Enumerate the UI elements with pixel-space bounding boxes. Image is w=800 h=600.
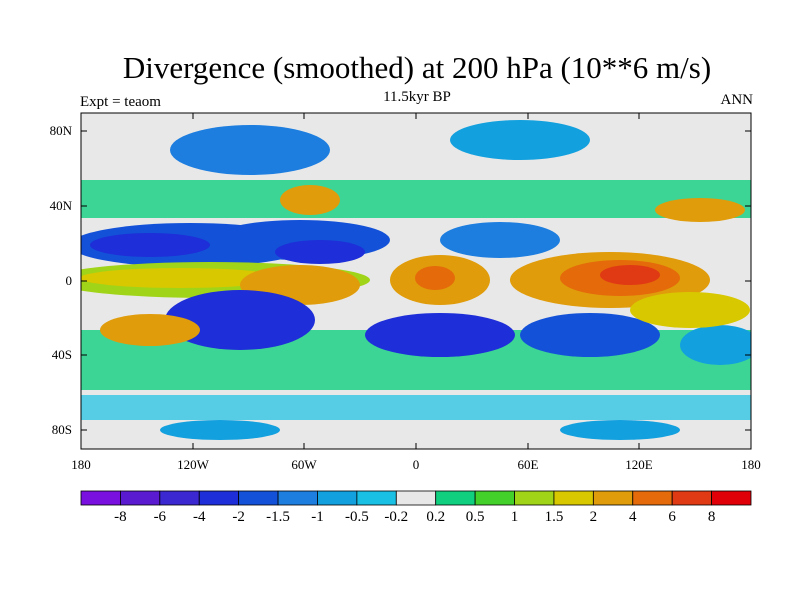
colorbar-swatch xyxy=(277,490,318,506)
colorbar-label: -0.2 xyxy=(384,509,409,525)
colorbar-swatch xyxy=(514,490,555,506)
colorbar-label: 1 xyxy=(510,509,519,525)
map-subtitle: 11.5kyr BP xyxy=(383,89,451,105)
colorbar-swatch xyxy=(317,490,358,506)
colorbar-swatch xyxy=(592,490,634,506)
lon-label-120w: 120W xyxy=(177,457,209,472)
colorbar-swatch xyxy=(553,490,594,506)
colorbar-label: 4 xyxy=(629,509,637,525)
colorbar-swatch xyxy=(80,490,121,506)
colorbar-swatch xyxy=(198,490,240,506)
colorbar-label: -4 xyxy=(192,509,206,525)
lat-label-40n: 40N xyxy=(49,198,72,213)
lat-label-80s: 80S xyxy=(51,422,72,437)
lon-label-0: 0 xyxy=(412,457,420,472)
colorbar-label: -0.5 xyxy=(345,509,369,525)
colorbar-label: -1.5 xyxy=(266,509,290,525)
colorbar-swatch xyxy=(356,490,397,506)
lon-label-60e: 60E xyxy=(517,457,539,472)
colorbar-label: -6 xyxy=(153,509,167,525)
colorbar-swatch xyxy=(711,490,752,506)
lon-label-180w: 180 xyxy=(71,457,91,472)
lon-label-120e: 120E xyxy=(625,457,653,472)
colorbar-swatch xyxy=(671,490,712,506)
season-label: ANN xyxy=(720,92,754,108)
colorbar-swatch xyxy=(632,490,673,506)
lat-label-40s: 40S xyxy=(51,347,72,362)
colorbar-label: -2 xyxy=(232,509,245,525)
colorbar-label: 6 xyxy=(668,509,676,525)
lon-label-60w: 60W xyxy=(291,457,317,472)
colorbar-label: -1 xyxy=(311,509,324,525)
colorbar-swatch xyxy=(238,490,279,506)
map-title: Divergence (smoothed) at 200 hPa (10**6 … xyxy=(122,50,712,85)
colorbar-label: 2 xyxy=(589,509,598,525)
colorbar-swatch xyxy=(474,490,515,506)
colorbar-label: 0.2 xyxy=(426,509,446,525)
colorbar-swatch xyxy=(435,490,476,506)
map-field xyxy=(81,113,751,449)
lat-label-eq: 0 xyxy=(65,273,73,288)
experiment-label: Expt = teaom xyxy=(80,94,161,110)
colorbar xyxy=(80,490,752,506)
lat-label-80n: 80N xyxy=(49,123,72,138)
colorbar-label: -8 xyxy=(114,509,127,525)
colorbar-label: 0.5 xyxy=(465,509,485,525)
colorbar-label: 1.5 xyxy=(544,509,564,525)
colorbar-swatch xyxy=(395,490,437,506)
colorbar-swatch xyxy=(120,490,161,506)
colorbar-label: 8 xyxy=(707,509,716,525)
colorbar-swatch xyxy=(159,490,200,506)
map-ticks xyxy=(80,113,752,449)
lon-label-180e: 180 xyxy=(741,457,761,472)
